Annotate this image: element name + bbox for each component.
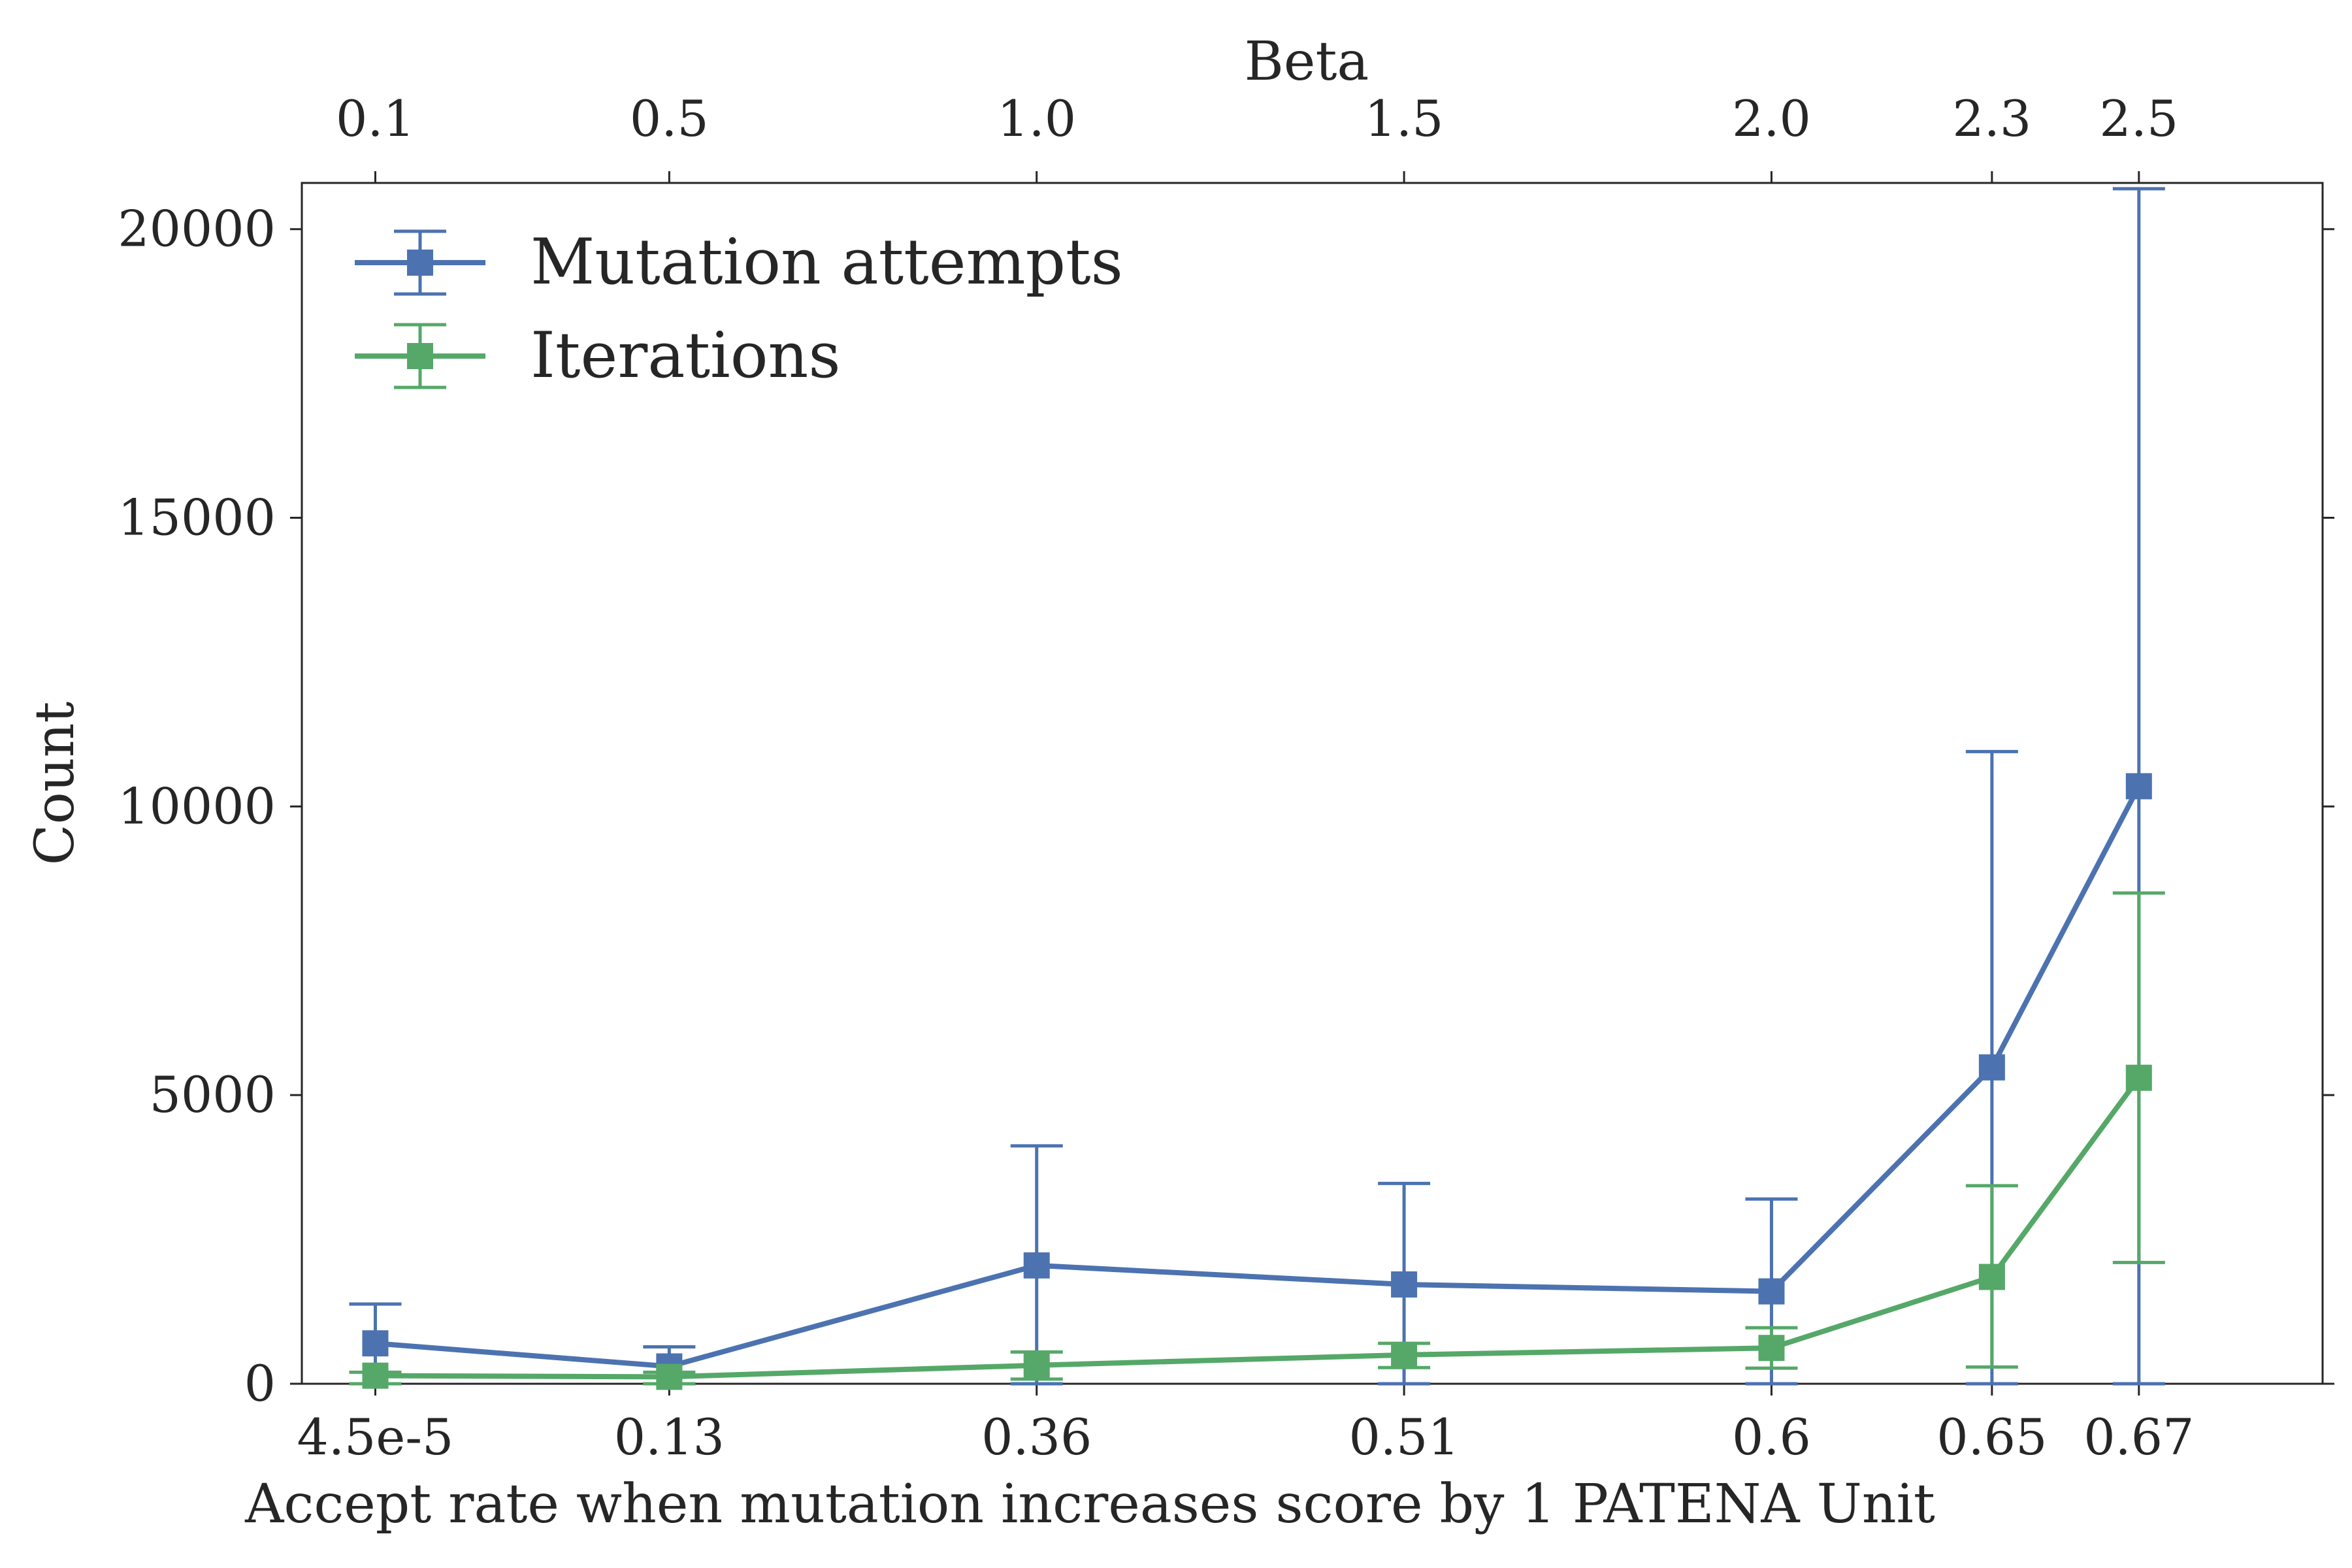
data-point — [2125, 1064, 2152, 1091]
x-tick-label: 0.6 — [1732, 1408, 1811, 1466]
data-point — [1758, 1278, 1785, 1305]
legend-item: Mutation attempts — [355, 225, 1123, 299]
data-point — [1978, 1264, 2005, 1290]
y-tick-label: 5000 — [150, 1066, 276, 1124]
legend-item: Iterations — [355, 319, 841, 392]
y-tick-label: 20000 — [118, 200, 276, 258]
top-x-tick-label: 1.0 — [997, 90, 1076, 148]
series-line — [375, 785, 2142, 1369]
data-point — [1978, 1054, 2005, 1081]
y-axis-title: Count — [24, 702, 86, 866]
legend-label: Iterations — [531, 319, 841, 392]
legend-marker — [407, 250, 433, 276]
data-point — [1391, 1271, 1418, 1298]
legend-marker — [407, 343, 433, 369]
legend-label: Mutation attempts — [531, 225, 1123, 299]
series-line — [375, 1076, 2142, 1380]
top-axis-title: Beta — [1245, 31, 1369, 93]
top-x-tick-label: 0.5 — [630, 90, 709, 148]
x-tick-label: 0.65 — [1936, 1408, 2047, 1466]
x-tick-label: 0.51 — [1348, 1408, 1459, 1466]
x-tick-label: 0.67 — [2083, 1408, 2194, 1466]
top-x-tick-label: 0.1 — [336, 90, 415, 148]
top-x-tick-label: 2.0 — [1732, 90, 1811, 148]
series-layer — [349, 187, 2165, 1390]
data-point — [2125, 773, 2152, 800]
y-tick-label: 0 — [244, 1354, 276, 1413]
data-point — [362, 1362, 389, 1389]
data-point — [1023, 1252, 1050, 1279]
data-point — [1023, 1352, 1050, 1379]
data-point — [362, 1330, 389, 1357]
x-tick-label: 0.36 — [981, 1408, 1092, 1466]
axes: 4.5e-5 0.1 0.13 0.5 0.36 1.0 0.51 1.5 0.6 2.0 0.65… — [118, 90, 2334, 1466]
plot-frame — [301, 182, 2324, 1385]
y-tick-label: 15000 — [118, 489, 276, 547]
data-point — [1391, 1341, 1418, 1368]
legend: Mutation attempts Iterations — [355, 225, 1123, 392]
x-tick-label: 0.13 — [614, 1408, 725, 1466]
top-x-tick-label: 1.5 — [1365, 90, 1444, 148]
data-point — [656, 1364, 683, 1390]
y-tick-label: 10000 — [118, 777, 276, 835]
top-x-tick-label: 2.3 — [1952, 90, 2031, 148]
x-axis-title: Accept rate when mutation increases scor… — [244, 1473, 1935, 1535]
series-2 — [349, 891, 2165, 1390]
data-point — [1758, 1335, 1785, 1362]
top-x-tick-label: 2.5 — [2099, 90, 2178, 148]
x-tick-label: 4.5e-5 — [297, 1408, 454, 1466]
